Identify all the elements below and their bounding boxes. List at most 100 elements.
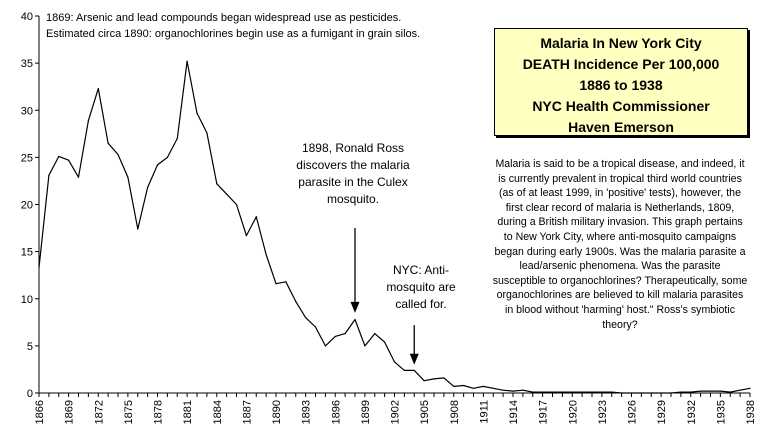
pesticide-note-line-1: 1869: Arsenic and lead compounds began w… xyxy=(46,12,402,24)
data-point xyxy=(443,377,445,379)
data-point xyxy=(285,281,287,283)
title-line-2: DEATH Incidence Per 100,000 xyxy=(522,56,720,72)
data-point xyxy=(522,389,524,391)
data-point xyxy=(334,335,336,338)
x-tick-label: 1896 xyxy=(330,400,342,424)
x-tick-label: 1932 xyxy=(686,400,698,424)
data-point xyxy=(621,392,623,394)
data-point xyxy=(68,159,70,161)
data-point xyxy=(364,345,366,347)
data-point xyxy=(749,387,751,389)
data-point xyxy=(166,156,168,158)
data-point xyxy=(265,253,267,256)
data-point xyxy=(295,300,297,303)
data-point xyxy=(186,60,188,62)
data-point xyxy=(700,390,702,392)
data-point xyxy=(492,387,494,389)
x-tick-label: 1875 xyxy=(123,400,135,424)
data-point xyxy=(719,390,721,392)
x-tick-label: 1866 xyxy=(34,400,46,424)
x-tick-label: 1935 xyxy=(715,400,727,424)
data-series xyxy=(38,60,751,394)
malaria-commentary-text: Malaria is said to be a tropical disease… xyxy=(492,158,748,331)
data-point xyxy=(226,193,228,195)
data-point xyxy=(472,387,475,389)
x-tick-label: 1890 xyxy=(271,400,283,424)
chart-title-box: Malaria In New York City DEATH Incidence… xyxy=(494,28,748,136)
data-point xyxy=(640,392,642,394)
x-tick-label: 1938 xyxy=(745,400,757,424)
x-tick-label: 1929 xyxy=(656,400,668,424)
y-tick-label: 30 xyxy=(21,105,33,117)
pesticide-note-line-2: Estimated circa 1890: organochlorines be… xyxy=(46,28,421,40)
data-point xyxy=(739,389,741,391)
data-point xyxy=(206,132,208,134)
y-tick-label: 0 xyxy=(27,388,33,400)
data-point xyxy=(453,385,455,388)
y-axis: 0 5 10 15 20 25 30 35 40 xyxy=(21,11,40,400)
data-point xyxy=(433,378,435,380)
data-point xyxy=(77,176,80,178)
data-point xyxy=(255,216,257,218)
y-tick-label: 25 xyxy=(21,152,33,164)
title-line-4: NYC Health Commissioner xyxy=(532,98,710,114)
data-point xyxy=(611,391,613,393)
data-point xyxy=(48,174,50,176)
y-tick-label: 10 xyxy=(21,294,33,306)
annotation-arrow-head-1 xyxy=(409,353,419,365)
data-point xyxy=(97,87,99,90)
y-tick-label: 35 xyxy=(21,58,33,70)
data-point xyxy=(601,391,603,393)
data-point xyxy=(680,391,682,393)
x-tick-label: 1926 xyxy=(627,400,639,424)
data-point xyxy=(660,392,662,394)
x-tick-label: 1911 xyxy=(478,400,490,424)
x-tick-label: 1920 xyxy=(567,400,579,424)
data-point xyxy=(502,389,504,391)
nyc-anti-mosquito-annotation: NYC: Anti-mosquito are called for. xyxy=(386,263,456,311)
data-point xyxy=(670,392,672,394)
data-point xyxy=(532,391,534,393)
data-point xyxy=(561,391,563,393)
annotation-arrow-head-0 xyxy=(350,301,360,313)
data-point xyxy=(245,235,247,237)
title-line-1: Malaria In New York City xyxy=(540,35,702,51)
y-tick-label: 15 xyxy=(21,247,33,259)
data-point xyxy=(196,112,198,114)
data-point xyxy=(384,341,386,343)
data-point xyxy=(344,333,346,335)
data-point xyxy=(147,186,149,189)
data-point xyxy=(354,318,356,321)
data-point xyxy=(275,283,277,285)
data-point xyxy=(235,203,238,206)
x-tick-label: 1881 xyxy=(182,400,194,424)
data-point xyxy=(709,390,712,392)
x-tick-label: 1914 xyxy=(508,400,520,424)
data-point xyxy=(413,369,415,371)
data-point xyxy=(650,392,652,394)
x-tick-label: 1893 xyxy=(301,400,313,424)
data-point xyxy=(591,391,593,393)
data-point xyxy=(216,183,218,185)
data-point xyxy=(729,391,731,393)
data-point xyxy=(403,369,405,371)
data-point xyxy=(117,153,119,156)
x-tick-label: 1872 xyxy=(93,400,105,424)
ross-discovery-annotation: 1898, Ronald Ross discovers the malaria … xyxy=(296,141,410,206)
data-point xyxy=(630,392,633,394)
data-point xyxy=(324,345,326,347)
x-tick-label: 1923 xyxy=(597,400,609,424)
data-point xyxy=(38,267,40,269)
data-point xyxy=(542,391,544,393)
data-point xyxy=(463,384,465,387)
data-point xyxy=(58,155,60,158)
data-point xyxy=(690,391,692,393)
data-point xyxy=(423,380,425,382)
x-tick-label: 1884 xyxy=(212,400,224,424)
x-tick-label: 1902 xyxy=(390,400,402,424)
annotation-arrows xyxy=(350,228,419,365)
title-line-5: Haven Emerson xyxy=(568,119,674,135)
x-tick-label: 1908 xyxy=(449,400,461,424)
data-point xyxy=(87,120,89,122)
x-tick-label: 1917 xyxy=(538,400,550,424)
